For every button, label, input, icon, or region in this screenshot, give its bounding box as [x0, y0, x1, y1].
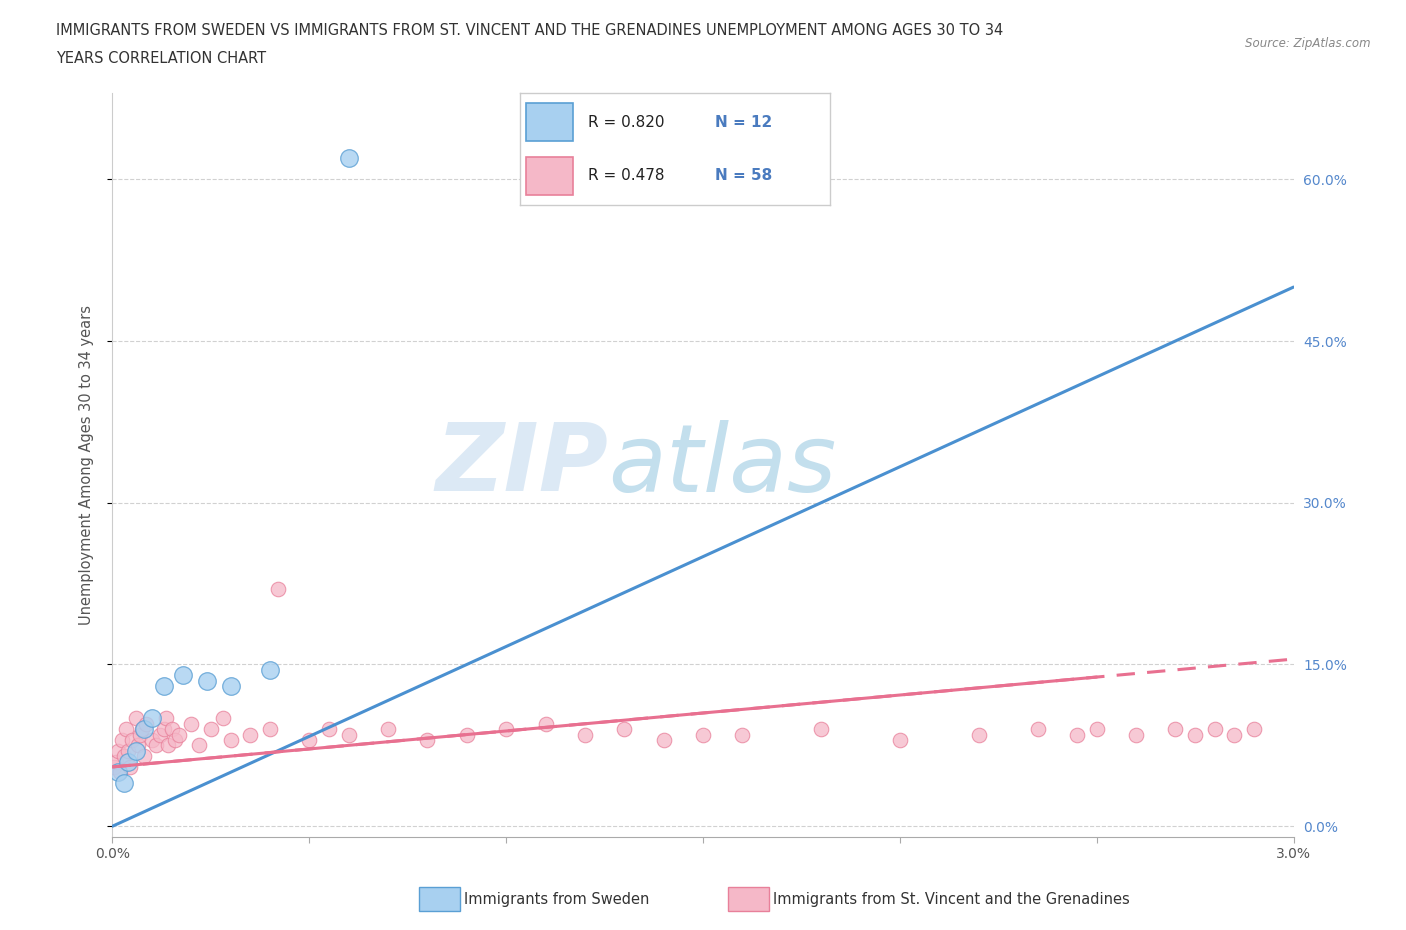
Point — [377, 722, 399, 737]
Point — [259, 662, 281, 677]
Point — [131, 722, 153, 737]
Point — [169, 727, 191, 742]
Point — [180, 716, 202, 731]
Point — [1125, 727, 1147, 742]
Point — [259, 722, 281, 737]
Point — [129, 727, 152, 742]
Point — [318, 722, 340, 737]
Point — [115, 722, 138, 737]
Point — [1026, 722, 1049, 737]
Point — [1223, 727, 1246, 742]
Point — [105, 754, 128, 769]
Point — [110, 764, 132, 779]
Point — [111, 733, 134, 748]
Point — [416, 733, 439, 748]
Point — [495, 722, 517, 737]
Point — [574, 727, 596, 742]
Text: R = 0.478: R = 0.478 — [588, 168, 665, 183]
Point — [145, 737, 167, 752]
Point — [613, 722, 636, 737]
Point — [117, 754, 139, 769]
Point — [141, 711, 163, 725]
Point — [135, 716, 157, 731]
Point — [152, 679, 174, 694]
Point — [219, 733, 242, 748]
Point — [456, 727, 478, 742]
Point — [652, 733, 675, 748]
Point — [155, 711, 177, 725]
Point — [889, 733, 911, 748]
Point — [692, 727, 714, 742]
Point — [239, 727, 262, 742]
Point — [112, 749, 135, 764]
Point — [165, 733, 187, 748]
Text: YEARS CORRELATION CHART: YEARS CORRELATION CHART — [56, 51, 266, 66]
Point — [1164, 722, 1187, 737]
Point — [156, 737, 179, 752]
Point — [172, 668, 194, 683]
Point — [1243, 722, 1265, 737]
Point — [200, 722, 222, 737]
Point — [149, 727, 172, 742]
Text: N = 12: N = 12 — [716, 114, 772, 129]
Point — [117, 743, 139, 758]
Text: N = 58: N = 58 — [716, 168, 772, 183]
Point — [211, 711, 233, 725]
Point — [125, 743, 148, 758]
Point — [1184, 727, 1206, 742]
Text: Immigrants from St. Vincent and the Grenadines: Immigrants from St. Vincent and the Gren… — [773, 892, 1130, 907]
Text: IMMIGRANTS FROM SWEDEN VS IMMIGRANTS FROM ST. VINCENT AND THE GRENADINES UNEMPLO: IMMIGRANTS FROM SWEDEN VS IMMIGRANTS FRO… — [56, 23, 1004, 38]
Point — [1085, 722, 1108, 737]
Point — [160, 722, 183, 737]
Text: ZIP: ZIP — [436, 419, 609, 511]
Point — [132, 722, 155, 737]
Point — [731, 727, 754, 742]
Point — [810, 722, 832, 737]
Point — [1066, 727, 1088, 742]
Point — [107, 743, 129, 758]
Point — [188, 737, 211, 752]
Point — [267, 581, 290, 596]
Text: atlas: atlas — [609, 419, 837, 511]
Point — [534, 716, 557, 731]
Point — [103, 760, 125, 775]
Point — [298, 733, 321, 748]
Point — [152, 722, 174, 737]
Y-axis label: Unemployment Among Ages 30 to 34 years: Unemployment Among Ages 30 to 34 years — [79, 305, 94, 625]
Text: R = 0.820: R = 0.820 — [588, 114, 665, 129]
Point — [107, 764, 129, 779]
Text: Source: ZipAtlas.com: Source: ZipAtlas.com — [1246, 37, 1371, 50]
Text: Immigrants from Sweden: Immigrants from Sweden — [464, 892, 650, 907]
Point — [132, 749, 155, 764]
Point — [337, 727, 360, 742]
Point — [127, 737, 149, 752]
Point — [1204, 722, 1226, 737]
Point — [337, 151, 360, 166]
Point — [121, 733, 143, 748]
Point — [125, 711, 148, 725]
Point — [112, 776, 135, 790]
Point — [120, 760, 142, 775]
Point — [141, 733, 163, 748]
Point — [219, 679, 242, 694]
FancyBboxPatch shape — [526, 156, 572, 194]
FancyBboxPatch shape — [526, 103, 572, 141]
Point — [195, 673, 218, 688]
Point — [967, 727, 990, 742]
